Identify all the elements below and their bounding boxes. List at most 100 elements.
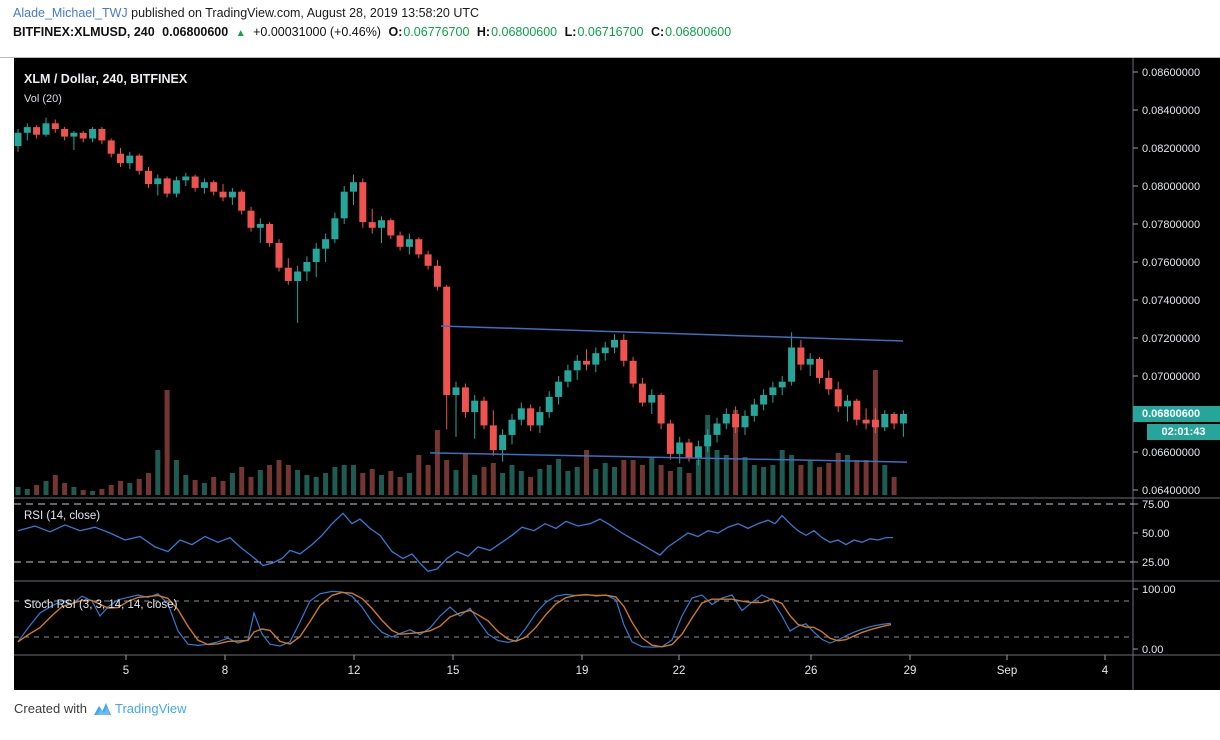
rsi-tick-label: 75.00 bbox=[1142, 499, 1170, 511]
candle-body bbox=[228, 191, 236, 198]
volume-bar bbox=[537, 469, 543, 495]
publish-text: published on TradingView.com, August 28,… bbox=[127, 6, 480, 20]
volume-bar bbox=[416, 455, 422, 495]
stoch-d-line bbox=[17, 591, 892, 648]
volume-bar bbox=[761, 467, 767, 495]
candle-body bbox=[378, 220, 385, 228]
candle-body bbox=[331, 218, 339, 240]
volume-bar bbox=[770, 465, 776, 495]
candle-body bbox=[489, 425, 497, 451]
volume-bar bbox=[155, 450, 161, 495]
chart-area[interactable]: 0.08600000 0.08400000 0.08200000 0.08000000… bbox=[14, 58, 1220, 690]
volume-bar bbox=[658, 465, 664, 495]
volume-bar bbox=[332, 467, 338, 495]
rsi-tick-label: 25.00 bbox=[1142, 557, 1170, 569]
candle-body bbox=[545, 396, 553, 413]
volume-bar bbox=[136, 479, 142, 495]
candle-body bbox=[387, 220, 395, 236]
candle-body bbox=[741, 415, 749, 428]
candle-body bbox=[350, 182, 357, 192]
username-link[interactable]: Alade_Michael_TWJ bbox=[13, 6, 128, 20]
candle-body bbox=[89, 129, 97, 139]
candle-body bbox=[415, 239, 423, 255]
volume-bar bbox=[518, 471, 524, 495]
candle-body bbox=[629, 360, 637, 384]
candle-body bbox=[471, 400, 479, 413]
candle-body bbox=[601, 347, 609, 354]
volume-bar bbox=[267, 465, 273, 495]
volume-bar bbox=[742, 457, 748, 495]
candle-body bbox=[172, 180, 180, 194]
candle-body bbox=[126, 155, 134, 164]
candle-body bbox=[294, 271, 302, 281]
price-tick-label: 0.07800000 bbox=[1142, 219, 1200, 231]
volume-bar bbox=[490, 463, 496, 495]
volume-bar bbox=[406, 473, 412, 495]
stoch-tick-label: 100.00 bbox=[1142, 584, 1176, 596]
volume-bar bbox=[434, 430, 440, 495]
candle-body bbox=[694, 446, 702, 458]
volume-bar bbox=[686, 473, 692, 495]
trendline bbox=[429, 452, 908, 463]
candle-body bbox=[154, 178, 162, 185]
volume-bar bbox=[621, 460, 627, 495]
volume-bar bbox=[127, 483, 133, 495]
current-price-tag: 0.06800600 bbox=[1133, 406, 1220, 422]
close-label: C: bbox=[650, 25, 665, 39]
candle-body bbox=[443, 286, 451, 395]
candle-body bbox=[499, 434, 507, 451]
volume-bar bbox=[528, 477, 534, 495]
candle-body bbox=[834, 389, 842, 407]
volume-bar bbox=[695, 460, 701, 495]
volume-bar bbox=[304, 475, 310, 495]
candle-body bbox=[210, 182, 218, 192]
volume-bar bbox=[183, 475, 189, 495]
volume-bar bbox=[565, 471, 571, 495]
candle-body bbox=[825, 377, 833, 390]
open-label: O: bbox=[388, 25, 403, 39]
candle-body bbox=[219, 191, 227, 198]
volume-bar bbox=[882, 465, 888, 495]
candle-body bbox=[14, 132, 22, 147]
volume-bar bbox=[593, 469, 599, 495]
volume-bar bbox=[453, 470, 459, 495]
candle-body bbox=[163, 178, 171, 194]
candle-body bbox=[191, 176, 199, 188]
candle-body bbox=[396, 235, 404, 247]
volume-bar bbox=[835, 453, 841, 495]
candle-body bbox=[732, 414, 740, 428]
volume-bar bbox=[323, 473, 329, 495]
candle-body bbox=[424, 254, 432, 266]
volume-bar bbox=[863, 460, 869, 495]
candle-body bbox=[433, 265, 441, 287]
high-value: 0.06800600 bbox=[491, 25, 558, 39]
volume-bar bbox=[649, 457, 655, 495]
tradingview-link[interactable]: TradingView bbox=[114, 701, 187, 716]
volume-bar bbox=[71, 487, 77, 495]
volume-bar bbox=[248, 477, 254, 495]
candle-body bbox=[769, 387, 777, 395]
volume-bar bbox=[220, 481, 226, 495]
candle-body bbox=[182, 176, 190, 181]
chart-canvas[interactable]: 0.08600000 0.08400000 0.08200000 0.08000000… bbox=[14, 58, 1220, 690]
up-triangle-icon: ▲ bbox=[235, 28, 246, 39]
volume-bar bbox=[62, 483, 68, 495]
volume-bar bbox=[462, 453, 468, 495]
price-tick-label: 0.08600000 bbox=[1142, 67, 1200, 79]
candle-body bbox=[508, 419, 516, 435]
header: Alade_Michael_TWJ published on TradingVi… bbox=[13, 6, 735, 39]
volume-bar bbox=[667, 471, 673, 495]
price-tick-label: 0.07600000 bbox=[1142, 257, 1200, 269]
volume-bar bbox=[90, 491, 96, 495]
volume-bar bbox=[24, 489, 30, 495]
candle-body bbox=[573, 360, 581, 371]
volume-bar bbox=[854, 460, 860, 495]
header-divider bbox=[0, 57, 1220, 58]
volume-bar bbox=[388, 471, 394, 495]
volume-bar bbox=[500, 473, 506, 495]
volume-bar bbox=[239, 467, 245, 495]
created-with-text: Created with bbox=[14, 701, 87, 716]
price-tick-label: 0.07400000 bbox=[1142, 295, 1200, 307]
candle-body bbox=[536, 412, 544, 426]
volume-bar bbox=[99, 489, 105, 495]
